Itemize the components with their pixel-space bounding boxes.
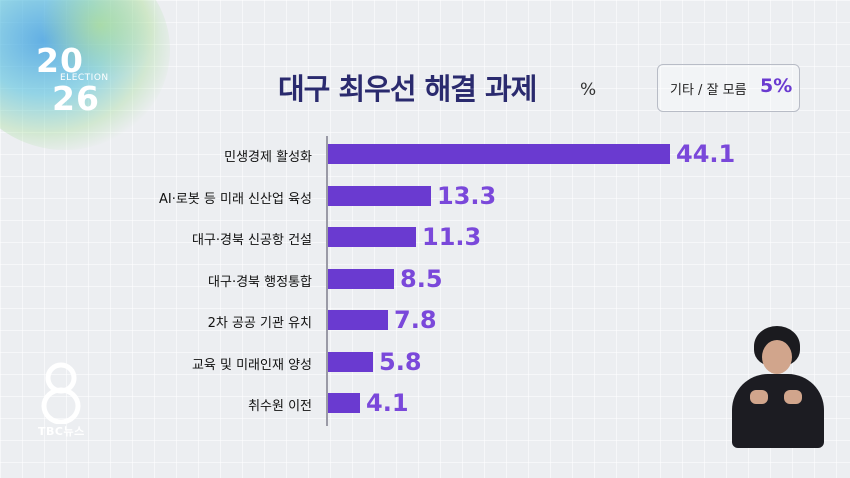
channel-name: TBC뉴스 <box>38 425 85 438</box>
value-label: 11.3 <box>422 223 482 251</box>
channel-8-logo-icon <box>41 362 81 424</box>
bar <box>328 144 670 164</box>
bar <box>328 310 388 330</box>
value-label: 8.5 <box>400 265 443 293</box>
value-label: 7.8 <box>394 306 437 334</box>
category-label: AI·로봇 등 미래 신산업 육성 <box>159 192 312 207</box>
logo-word: ELECTION <box>60 73 109 83</box>
category-label: 취수원 이전 <box>248 399 312 414</box>
other-response-box: 기타 / 잘 모름 5% <box>657 64 800 112</box>
value-label: 4.1 <box>366 389 409 417</box>
logo-year-bottom: 26 <box>52 79 100 118</box>
category-label: 대구·경북 신공항 건설 <box>191 233 312 248</box>
interpreter-hand-left <box>750 390 768 404</box>
bar <box>328 393 360 413</box>
interpreter-hand-right <box>784 390 802 404</box>
category-label: 대구·경북 행정통합 <box>208 275 312 290</box>
logo-year-top: 20 <box>36 41 84 80</box>
other-response-label: 기타 / 잘 모름 <box>670 83 747 98</box>
bar <box>328 227 416 247</box>
bar <box>328 352 373 372</box>
interpreter-body <box>732 374 824 448</box>
category-label: 민생경제 활성화 <box>224 150 312 165</box>
value-label: 44.1 <box>676 140 736 168</box>
chart-axis-line <box>326 136 328 426</box>
unit-label: % <box>580 80 597 100</box>
value-label: 5.8 <box>379 348 422 376</box>
category-label: 교육 및 미래인재 양성 <box>191 358 312 373</box>
interpreter-face <box>762 340 792 374</box>
bar <box>328 186 431 206</box>
other-response-value: 5% <box>760 75 793 97</box>
sign-language-interpreter <box>728 326 828 448</box>
chart-title: 대구 최우선 해결 과제 <box>278 72 537 106</box>
election-logo: 20 ELECTION 26 <box>34 44 114 124</box>
bar <box>328 269 394 289</box>
category-label: 2차 공공 기관 유치 <box>207 316 312 331</box>
value-label: 13.3 <box>437 182 497 210</box>
